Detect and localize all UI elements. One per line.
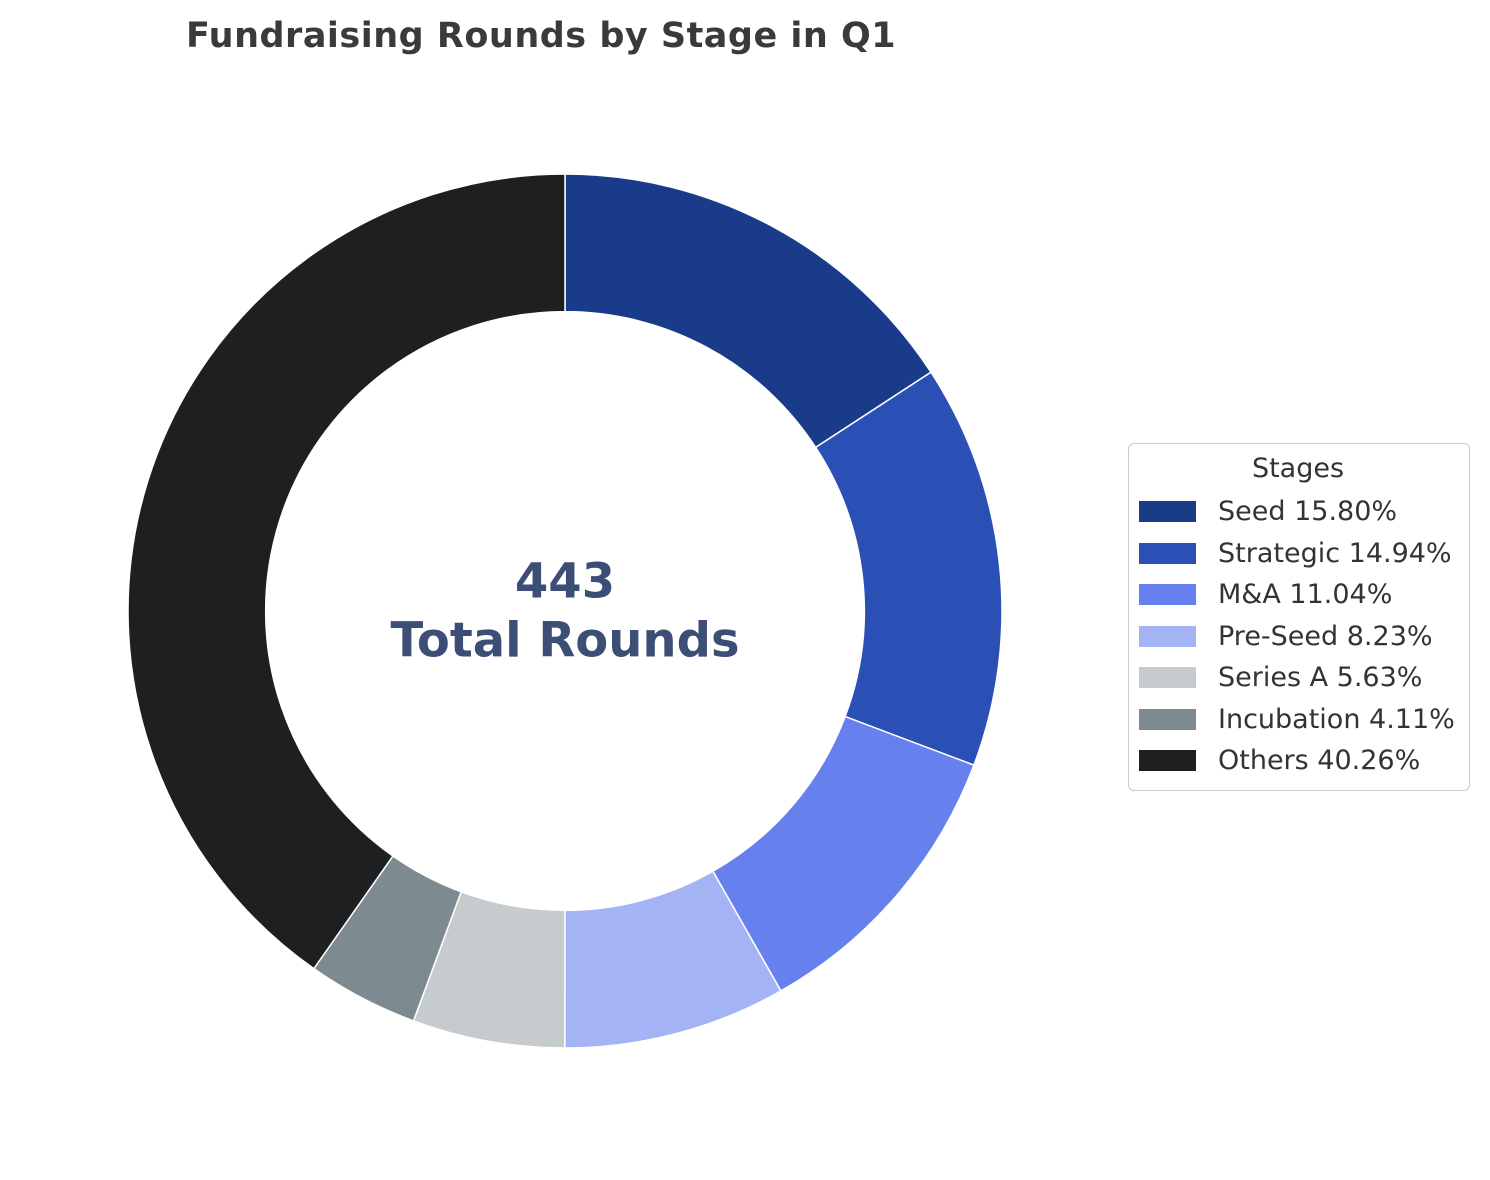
- donut-segment-strategic: [814, 371, 1003, 766]
- legend-item-seed: Seed 15.80%: [1139, 491, 1457, 533]
- legend-item-label: M&A 11.04%: [1218, 579, 1393, 611]
- legend-item-label: Pre-Seed 8.23%: [1218, 620, 1433, 652]
- legend-swatch-icon: [1139, 750, 1196, 772]
- legend-swatch-icon: [1139, 667, 1196, 689]
- donut-segment-seed: [564, 173, 932, 449]
- legend-item-incubation: Incubation 4.11%: [1139, 699, 1457, 741]
- legend-item-m-a: M&A 11.04%: [1139, 574, 1457, 616]
- donut-chart: [127, 173, 1003, 1049]
- legend-swatch-icon: [1139, 584, 1196, 606]
- legend-swatch-icon: [1139, 625, 1196, 647]
- legend: Stages Seed 15.80% Strategic 14.94% M&A 11…: [1128, 443, 1470, 791]
- donut-segment-others: [127, 173, 566, 970]
- legend-item-pre-seed: Pre-Seed 8.23%: [1139, 616, 1457, 658]
- legend-items: Seed 15.80% Strategic 14.94% M&A 11.04% Pre…: [1139, 491, 1457, 782]
- total-rounds-value: 443: [514, 553, 616, 610]
- legend-swatch-icon: [1139, 501, 1196, 523]
- legend-item-label: Strategic 14.94%: [1218, 537, 1452, 569]
- legend-swatch-icon: [1139, 542, 1196, 564]
- legend-item-others: Others 40.26%: [1139, 740, 1457, 782]
- legend-item-label: Incubation 4.11%: [1218, 703, 1455, 735]
- legend-item-strategic: Strategic 14.94%: [1139, 533, 1457, 575]
- chart-title: Fundraising Rounds by Stage in Q1: [186, 16, 897, 56]
- legend-swatch-icon: [1139, 708, 1196, 730]
- legend-item-label: Seed 15.80%: [1218, 496, 1398, 528]
- legend-title: Stages: [1251, 453, 1345, 484]
- legend-item-label: Others 40.26%: [1218, 745, 1421, 777]
- legend-item-series-a: Series A 5.63%: [1139, 657, 1457, 699]
- total-rounds-label: Total Rounds: [390, 612, 740, 668]
- legend-item-label: Series A 5.63%: [1218, 662, 1423, 694]
- donut-center-label: 443 Total Rounds: [390, 552, 739, 669]
